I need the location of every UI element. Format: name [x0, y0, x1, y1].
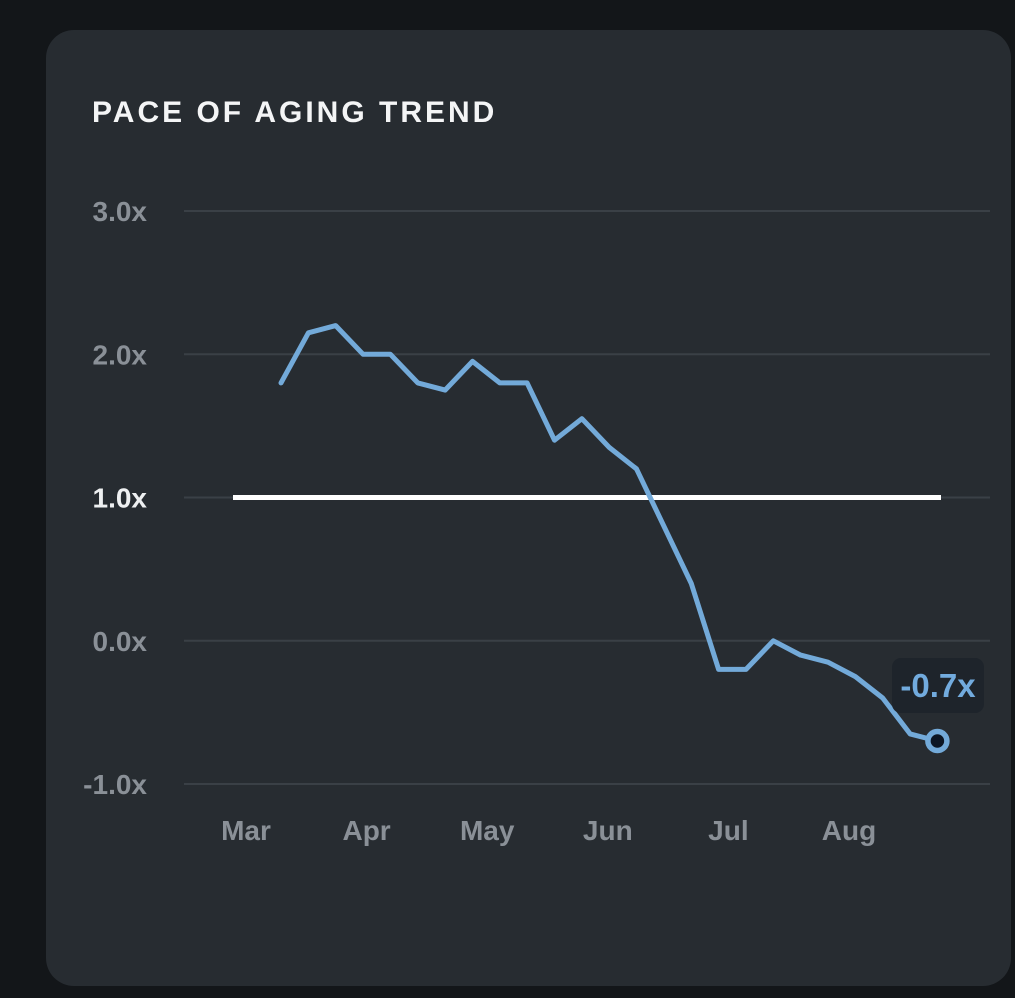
x-axis-label: Apr — [342, 815, 390, 846]
y-axis-label: 2.0x — [93, 339, 148, 370]
y-axis-label: 3.0x — [93, 196, 148, 227]
last-point-marker[interactable] — [925, 728, 950, 754]
last-value-text: -0.7x — [900, 666, 976, 704]
pace-of-aging-card — [46, 30, 1011, 986]
x-axis-label: Mar — [221, 815, 271, 846]
x-axis-label: Jun — [583, 815, 633, 846]
x-axis-label: Jul — [708, 815, 748, 846]
x-axis-label: May — [460, 815, 515, 846]
y-axis-label: 1.0x — [93, 483, 148, 514]
x-axis-label: Aug — [822, 815, 876, 846]
y-axis-label: 0.0x — [93, 626, 148, 657]
chart-title: PACE OF AGING TREND — [92, 96, 498, 129]
trend-line — [278, 323, 940, 744]
y-axis-label: -1.0x — [83, 769, 147, 800]
last-value-badge: -0.7x — [892, 658, 984, 713]
